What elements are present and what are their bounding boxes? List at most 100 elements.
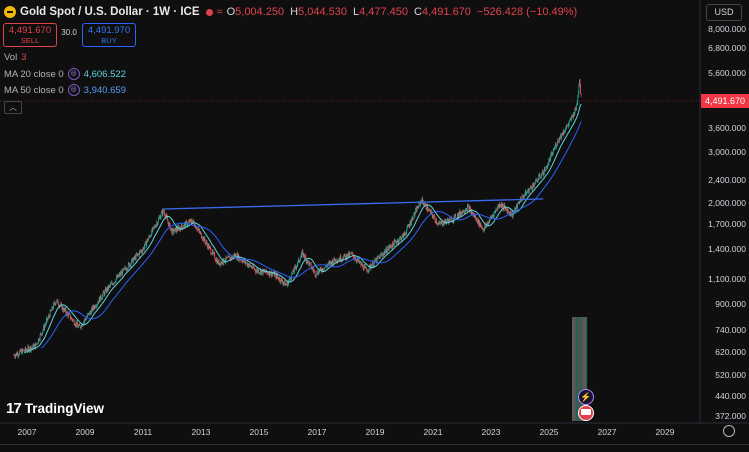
candle-body [116, 276, 117, 280]
candle-body [364, 266, 366, 268]
volume-indicator[interactable]: Vol 3 [4, 52, 27, 63]
candle-body [140, 250, 142, 252]
candle-body [357, 258, 359, 262]
candle-body [252, 265, 254, 268]
candle-body [311, 267, 313, 269]
candle-body [531, 188, 533, 190]
candle-body [255, 269, 256, 272]
candle-body [58, 305, 60, 307]
candle-body [545, 170, 546, 172]
candle-body [209, 247, 211, 249]
currency-selector[interactable]: USD [706, 4, 742, 21]
ma50-indicator[interactable]: MA 50 close 0 ◎ 3,940.659 [4, 84, 126, 96]
ma50-settings-icon[interactable]: ◎ [67, 84, 80, 96]
candle-body [69, 313, 71, 315]
candle-body [25, 350, 27, 351]
candle-body [422, 198, 424, 202]
candle-body [350, 253, 352, 255]
candle-body [315, 275, 317, 277]
candle-body [404, 233, 406, 235]
candle-body [72, 319, 74, 321]
candle-body [421, 198, 423, 204]
ma20-value: 4,606.522 [83, 68, 126, 80]
candle-body [362, 264, 363, 266]
candle-body [147, 239, 149, 241]
candle-body [420, 201, 421, 205]
candle-body [141, 250, 143, 252]
candle-body [320, 267, 322, 269]
buy-label: BUY [101, 36, 117, 45]
candle-body [329, 261, 331, 265]
candle-body [280, 278, 282, 283]
trendline[interactable] [0, 100, 700, 210]
candle-body [181, 224, 183, 227]
symbol-title[interactable]: Gold Spot / U.S. Dollar · 1W · ICE [20, 6, 200, 18]
candle-body [539, 174, 541, 178]
candle-body [83, 320, 85, 322]
candle-body [373, 261, 375, 266]
ma20-indicator[interactable]: MA 20 close 0 ◎ 4,606.522 [4, 68, 126, 80]
tradingview-logo[interactable]: 17 TradingView [6, 400, 104, 417]
candle-body [97, 301, 99, 304]
candle-body [83, 321, 85, 325]
candle-body [398, 240, 400, 243]
candle-body [399, 237, 401, 239]
candle-body [572, 112, 574, 118]
candle-body [190, 220, 192, 223]
candle-body [284, 280, 285, 283]
candle-body [481, 226, 483, 229]
lightning-event-icon[interactable]: ⚡ [578, 389, 594, 405]
candle-body [242, 261, 243, 263]
candle-body [560, 135, 562, 139]
candle-body [131, 258, 133, 260]
candle-body [323, 269, 325, 271]
candle-body [26, 350, 28, 352]
candle-body [334, 257, 335, 261]
candle-body [514, 208, 516, 212]
ma20-settings-icon[interactable]: ◎ [67, 68, 80, 80]
candle-body [270, 271, 272, 275]
us-flag-event-icon[interactable] [578, 405, 594, 421]
buy-price: 4,491.970 [87, 25, 131, 36]
candle-body [241, 260, 243, 262]
candle-body [223, 258, 225, 263]
candle-body [145, 241, 146, 243]
candle-body [292, 269, 294, 274]
candle-body [565, 128, 566, 132]
price-axis[interactable]: 8,000.000 6,800.000 5,600.000 3,600.000 3,00… [708, 24, 746, 421]
market-status-icon[interactable] [205, 8, 213, 16]
candle-body [474, 214, 475, 218]
sell-button[interactable]: 4,491.670 SELL [3, 23, 57, 47]
candle-body [523, 195, 525, 198]
candle-body [576, 102, 578, 106]
candle-body [13, 355, 15, 356]
candle-body [182, 227, 184, 229]
candle-body [540, 177, 541, 179]
candle-body [18, 355, 19, 356]
buy-button[interactable]: 4,491.970 BUY [82, 23, 136, 47]
candle-body [389, 245, 391, 248]
candle-body [400, 237, 401, 238]
time-axis[interactable]: 2007 2009 2011 2013 2015 2017 2019 2021 2023 2025… [18, 427, 675, 437]
collapse-legend-icon[interactable]: ︿ [4, 101, 22, 114]
candle-body [30, 346, 32, 351]
candle-body [27, 346, 29, 351]
candle-body [245, 260, 246, 264]
candle-body [580, 85, 581, 93]
chart-settings-icon[interactable] [723, 425, 735, 437]
candle-body [356, 259, 358, 262]
data-feed-icon[interactable]: ≈ [216, 6, 223, 18]
price-tick-label: 2,000.000 [708, 198, 746, 208]
candle-body [471, 211, 473, 214]
candle-body [413, 212, 415, 220]
candle-body [426, 208, 427, 211]
candle-body [204, 237, 206, 241]
candle-body [502, 204, 504, 206]
candle-body [77, 322, 78, 326]
candle-body [405, 233, 406, 235]
candle-body [122, 268, 124, 270]
candle-body [64, 308, 66, 311]
candle-body [386, 247, 387, 253]
candle-body [133, 256, 135, 260]
